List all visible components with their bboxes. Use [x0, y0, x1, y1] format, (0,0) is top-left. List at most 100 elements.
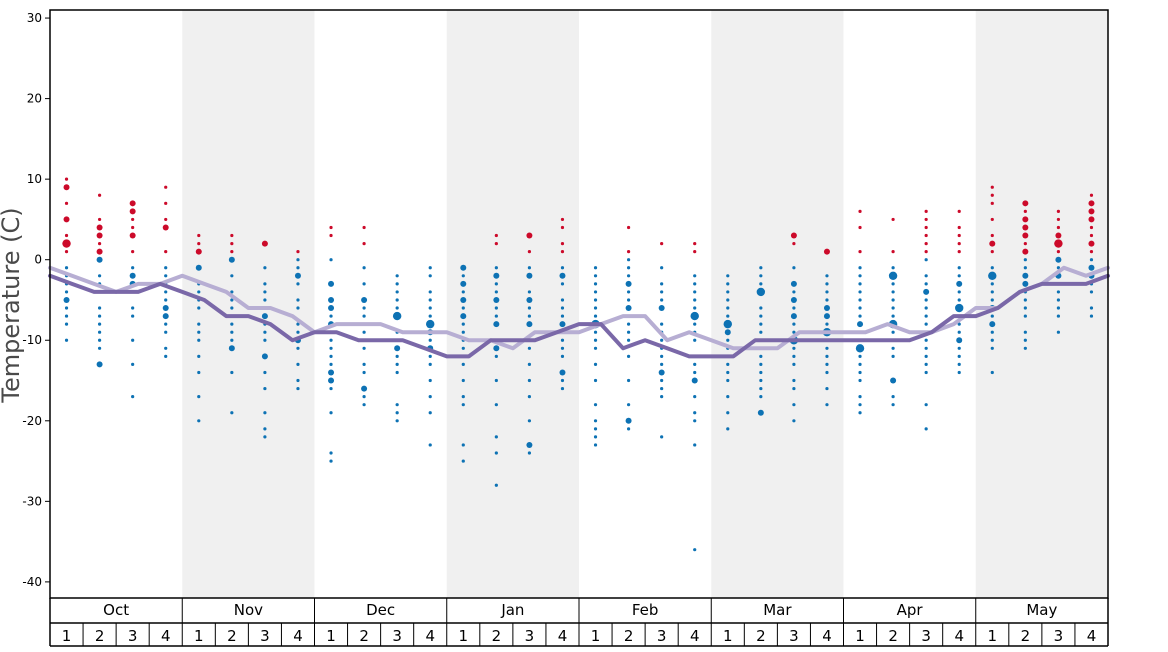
y-tick-label: 20 [27, 92, 42, 106]
data-point [461, 403, 465, 407]
data-point [494, 314, 498, 318]
data-point [825, 346, 829, 350]
week-label: 2 [756, 627, 766, 645]
data-point [660, 386, 664, 391]
y-tick-label: -40 [22, 575, 42, 589]
data-point [726, 274, 730, 278]
data-point [626, 290, 631, 294]
data-point [62, 239, 71, 248]
week-label: 3 [921, 627, 931, 645]
month-shade-may [975, 10, 1108, 598]
data-point [560, 266, 565, 270]
data-point [1056, 250, 1061, 254]
week-label: 4 [1087, 627, 1097, 645]
data-point [97, 193, 102, 197]
data-point [825, 362, 829, 367]
data-point [759, 370, 763, 375]
data-point [230, 274, 234, 278]
data-point [990, 233, 994, 238]
data-point [625, 417, 632, 424]
month-label-jan: Jan [500, 601, 524, 619]
data-point [1089, 233, 1094, 238]
data-point [494, 233, 498, 238]
week-label: 1 [855, 627, 865, 645]
week-label: 3 [789, 627, 799, 645]
month-label-apr: Apr [897, 601, 924, 619]
data-point [823, 305, 830, 312]
data-point [428, 266, 432, 270]
data-point [428, 378, 432, 383]
data-point [263, 386, 267, 391]
data-point [461, 443, 465, 447]
data-point [891, 250, 895, 254]
data-point [626, 298, 631, 302]
data-point [924, 250, 928, 254]
data-point [825, 370, 829, 375]
week-label: 4 [293, 627, 303, 645]
data-point [526, 321, 533, 328]
data-point [527, 290, 532, 294]
data-point [230, 338, 234, 342]
data-point [195, 248, 202, 255]
data-point [164, 250, 168, 254]
data-point [792, 362, 796, 367]
data-point [395, 403, 399, 407]
data-point [626, 330, 631, 334]
data-point [131, 306, 135, 310]
data-point [990, 338, 994, 342]
data-point [329, 362, 333, 367]
data-point [328, 280, 335, 287]
data-point [693, 370, 697, 375]
data-point [560, 306, 565, 310]
data-point [527, 378, 532, 383]
data-point [726, 395, 730, 399]
data-point [395, 290, 399, 294]
data-point [1054, 239, 1063, 248]
data-point [460, 280, 467, 287]
data-point [593, 274, 598, 278]
data-point [97, 217, 102, 222]
data-point [990, 250, 994, 254]
data-point [825, 322, 829, 326]
data-point [362, 225, 366, 230]
data-point [1055, 256, 1062, 263]
data-point [593, 314, 598, 318]
data-point [990, 266, 994, 270]
week-label: 1 [988, 627, 998, 645]
data-point [493, 321, 500, 328]
data-point [891, 290, 895, 294]
data-point [891, 282, 895, 286]
data-point [461, 330, 465, 334]
data-point [726, 370, 730, 375]
data-point [1089, 225, 1094, 230]
data-point [560, 314, 565, 318]
month-shade-mar [711, 10, 844, 598]
data-point [1023, 306, 1027, 310]
data-point [726, 290, 730, 294]
data-point [329, 258, 333, 262]
data-point [858, 411, 862, 415]
data-point [97, 322, 102, 326]
data-point [263, 266, 267, 270]
data-point [957, 362, 961, 367]
data-point [263, 370, 267, 375]
data-point [1056, 209, 1061, 213]
week-label: 2 [492, 627, 502, 645]
data-point [494, 290, 498, 294]
data-point [96, 232, 103, 239]
data-point [394, 345, 401, 352]
data-point [626, 322, 631, 326]
data-point [792, 346, 796, 350]
data-point [131, 338, 135, 342]
data-point [328, 305, 335, 312]
data-point [593, 443, 598, 447]
data-point [294, 272, 301, 279]
data-point [924, 217, 928, 222]
data-point [329, 346, 333, 350]
data-point [263, 338, 267, 342]
data-point [792, 378, 796, 383]
data-point [1089, 258, 1094, 262]
week-label: 4 [822, 627, 832, 645]
data-point [493, 296, 500, 303]
data-point [395, 282, 399, 286]
